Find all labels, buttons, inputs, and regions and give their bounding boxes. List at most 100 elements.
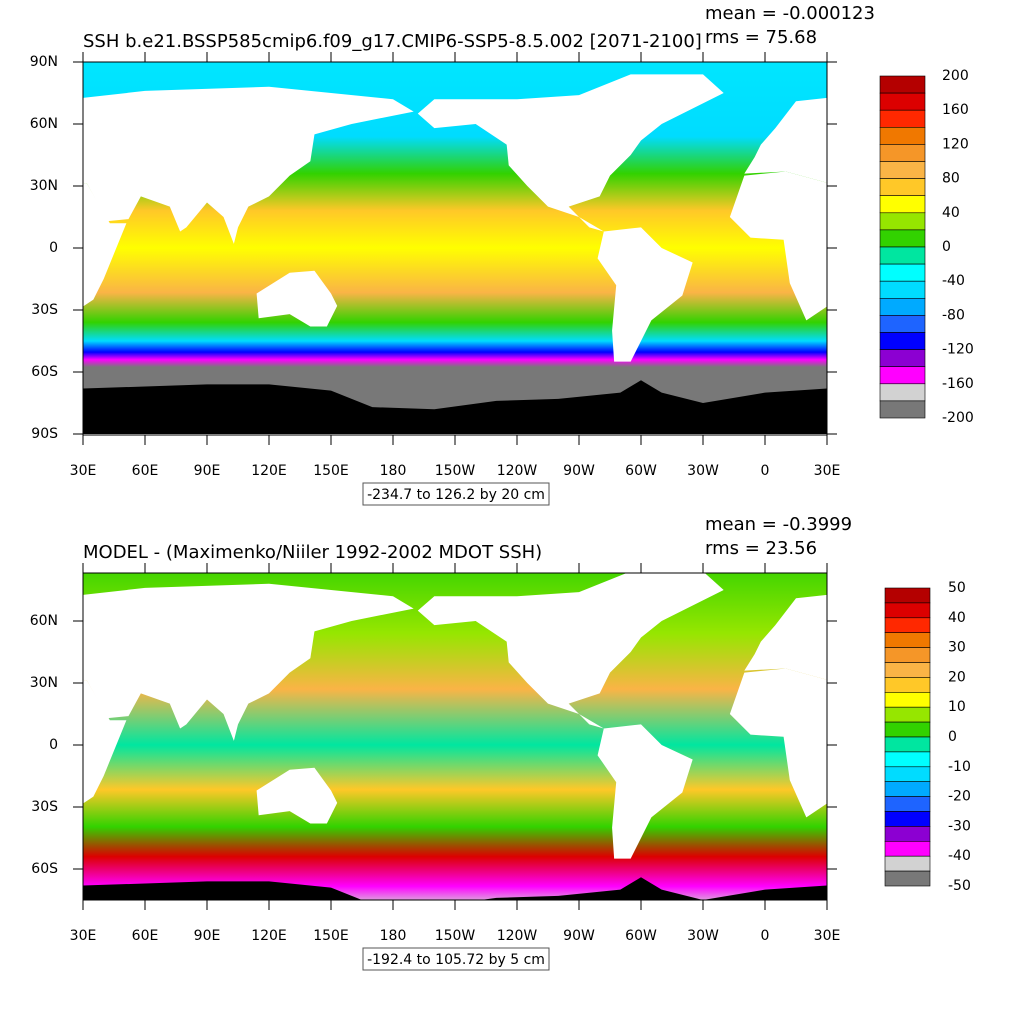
lon-label: 30E xyxy=(70,928,97,944)
colorbar-box xyxy=(879,349,926,368)
colorbar-box xyxy=(879,315,926,333)
map xyxy=(83,573,827,900)
lon-label: 120E xyxy=(251,928,287,944)
colorbar-box xyxy=(884,870,931,887)
land xyxy=(256,767,338,824)
land xyxy=(729,171,827,321)
colorbar-label: 0 xyxy=(948,729,957,745)
colorbar-label: 120 xyxy=(942,136,969,152)
colorbar-label: 40 xyxy=(942,205,960,221)
lat-label: 90S xyxy=(31,426,58,442)
lon-label: 60W xyxy=(625,463,657,479)
lon-label: 150W xyxy=(435,928,476,944)
colorbar-label: 10 xyxy=(948,699,966,715)
lon-label: 60W xyxy=(625,928,657,944)
colorbar-box xyxy=(879,212,926,231)
colorbar-box xyxy=(884,736,931,753)
colorbar-box xyxy=(884,811,931,827)
lon-label: 60E xyxy=(132,463,159,479)
colorbar-label: -120 xyxy=(942,342,974,358)
lon-label: 180 xyxy=(380,928,407,944)
land xyxy=(417,573,724,729)
colorbar-box xyxy=(884,781,931,797)
lat-label: 90N xyxy=(30,54,58,70)
colorbar-box xyxy=(884,706,931,723)
land xyxy=(83,679,127,804)
lat-label: 30S xyxy=(31,799,58,815)
colorbar-box xyxy=(884,840,931,857)
rms-label: rms = 23.56 xyxy=(705,538,817,559)
colorbar-label: 30 xyxy=(948,640,966,656)
lat-label: 30N xyxy=(30,675,58,691)
colorbar-box xyxy=(879,246,926,265)
colorbar-box xyxy=(879,109,926,128)
colorbar-label: 200 xyxy=(942,68,969,84)
range-label: -234.7 to 126.2 by 20 cm xyxy=(367,487,545,503)
lon-label: 30E xyxy=(70,463,97,479)
colorbar-box xyxy=(879,92,926,111)
lat-label: 60N xyxy=(30,613,58,629)
colorbar-label: -40 xyxy=(942,273,965,289)
colorbar-box xyxy=(879,366,926,385)
land xyxy=(729,668,827,818)
rms-label: rms = 75.68 xyxy=(705,27,817,48)
land xyxy=(744,594,827,680)
range-label: -192.4 to 105.72 by 5 cm xyxy=(367,952,545,968)
lon-label: 30W xyxy=(687,928,719,944)
mean-label: mean = -0.3999 xyxy=(705,514,852,535)
colorbar-box xyxy=(884,662,931,678)
land xyxy=(83,583,414,741)
land xyxy=(83,86,414,244)
colorbar-label: -20 xyxy=(948,789,971,805)
colorbar-box xyxy=(879,332,926,350)
lon-label: 0 xyxy=(761,928,770,944)
colorbar-label: 40 xyxy=(948,610,966,626)
land xyxy=(256,270,338,327)
colorbar-label: 160 xyxy=(942,102,969,118)
lat-label: 60S xyxy=(31,364,58,380)
colorbar-label: -10 xyxy=(948,759,971,775)
lon-label: 90W xyxy=(563,928,595,944)
colorbar-box xyxy=(884,721,931,738)
mean-label: mean = -0.000123 xyxy=(705,3,875,24)
lon-label: 180 xyxy=(380,463,407,479)
colorbar-box xyxy=(884,617,931,633)
lat-label: 60S xyxy=(31,861,58,877)
lon-label: 90E xyxy=(194,928,221,944)
range-box xyxy=(362,482,550,506)
lat-label: 60N xyxy=(30,116,58,132)
lat-label: 0 xyxy=(49,240,58,256)
colorbar-label: 80 xyxy=(942,171,960,187)
lon-label: 90W xyxy=(563,463,595,479)
lon-label: 120E xyxy=(251,463,287,479)
colorbar-box xyxy=(879,263,926,282)
colorbar-label: -160 xyxy=(942,376,974,392)
colorbar-box xyxy=(879,280,926,299)
range-box xyxy=(362,947,550,971)
lon-label: 0 xyxy=(761,463,770,479)
lat-label: 30S xyxy=(31,302,58,318)
colorbar-box xyxy=(879,229,926,248)
colorbar-label: 50 xyxy=(948,580,966,596)
land xyxy=(597,227,693,362)
colorbar-label: -200 xyxy=(942,410,974,426)
panel-title: MODEL - (Maximenko/Niiler 1992-2002 MDOT… xyxy=(83,542,542,563)
colorbar-box xyxy=(879,127,926,145)
colorbar-box xyxy=(884,602,931,619)
colorbar-box xyxy=(879,383,926,402)
colorbar-box xyxy=(879,297,926,316)
colorbar-box xyxy=(884,677,931,693)
land xyxy=(744,97,827,183)
colorbar-box xyxy=(884,855,931,872)
lon-label: 30E xyxy=(814,928,841,944)
map xyxy=(83,62,827,434)
lon-label: 150E xyxy=(313,463,349,479)
colorbar-box xyxy=(884,691,931,708)
lat-label: 0 xyxy=(49,737,58,753)
colorbar-label: 0 xyxy=(942,239,951,255)
lon-label: 120W xyxy=(497,928,538,944)
land xyxy=(83,182,127,307)
colorbar-label: -40 xyxy=(948,848,971,864)
lon-label: 150W xyxy=(435,463,476,479)
